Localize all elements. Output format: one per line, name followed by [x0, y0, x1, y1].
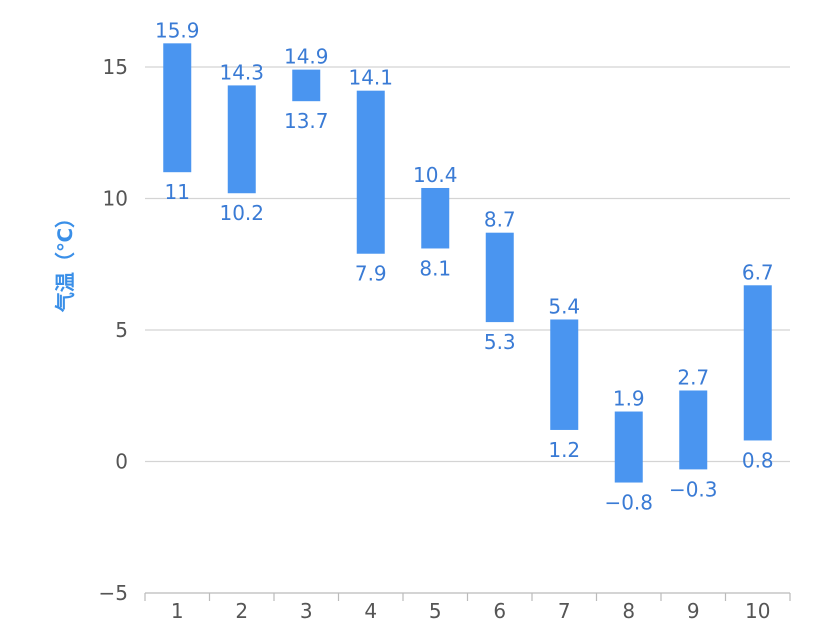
- x-tick-label: 6: [493, 599, 506, 623]
- range-bar: [743, 285, 772, 441]
- range-bar: [550, 319, 579, 430]
- low-value-label: 1.2: [548, 438, 580, 462]
- high-value-label: 5.4: [548, 294, 580, 318]
- y-tick-label: 5: [115, 318, 128, 342]
- x-tick-label: 7: [558, 599, 571, 623]
- low-value-label: −0.8: [604, 491, 653, 515]
- low-value-label: 8.1: [419, 256, 451, 280]
- low-value-label: 0.8: [742, 448, 774, 472]
- x-tick-label: 1: [171, 599, 184, 623]
- high-value-label: 2.7: [677, 365, 709, 389]
- low-value-label: 10.2: [219, 201, 264, 225]
- low-value-label: −0.3: [669, 477, 718, 501]
- x-tick-label: 9: [687, 599, 700, 623]
- high-value-label: 14.9: [284, 45, 329, 69]
- bars: [163, 43, 772, 483]
- high-value-label: 1.9: [613, 387, 645, 411]
- high-value-label: 15.9: [155, 18, 200, 42]
- x-axis-ticks: 1 2 3 4 5 6 7 8 9 10: [171, 599, 771, 623]
- range-bar: [485, 232, 514, 323]
- low-value-label: 5.3: [484, 330, 516, 354]
- x-tick-label: 10: [745, 599, 770, 623]
- x-tick-label: 3: [300, 599, 313, 623]
- range-bar: [163, 43, 192, 173]
- y-tick-label: 15: [103, 55, 128, 79]
- range-bar: [614, 411, 643, 483]
- x-tick-label: 5: [429, 599, 442, 623]
- low-value-label: 7.9: [355, 262, 387, 286]
- x-axis: [144, 592, 791, 601]
- x-tick-label: 8: [622, 599, 635, 623]
- low-value-label: 13.7: [284, 109, 329, 133]
- range-bar: [356, 90, 385, 254]
- range-bar: [421, 187, 450, 249]
- y-axis-ticks: −5 0 5 10 15: [99, 55, 128, 605]
- range-bar: [292, 69, 321, 102]
- high-value-label: 14.3: [219, 60, 264, 84]
- high-value-label: 8.7: [484, 208, 516, 232]
- x-tick-label: 2: [235, 599, 248, 623]
- range-bar: [679, 390, 708, 470]
- high-value-label: 14.1: [348, 66, 393, 90]
- y-tick-label: 10: [103, 187, 128, 211]
- x-tick-label: 4: [364, 599, 377, 623]
- y-tick-label: 0: [115, 450, 128, 474]
- y-tick-label: −5: [99, 581, 128, 605]
- high-value-label: 10.4: [413, 163, 458, 187]
- data-labels: 15.9 11 14.3 10.2 14.9 13.7 14.1 7.9 10.4 8.1 8.7 5…: [155, 18, 774, 514]
- high-value-label: 6.7: [742, 260, 774, 284]
- range-bar: [227, 85, 256, 194]
- y-axis-label: 气温（℃）: [53, 208, 77, 313]
- low-value-label: 11: [165, 180, 190, 204]
